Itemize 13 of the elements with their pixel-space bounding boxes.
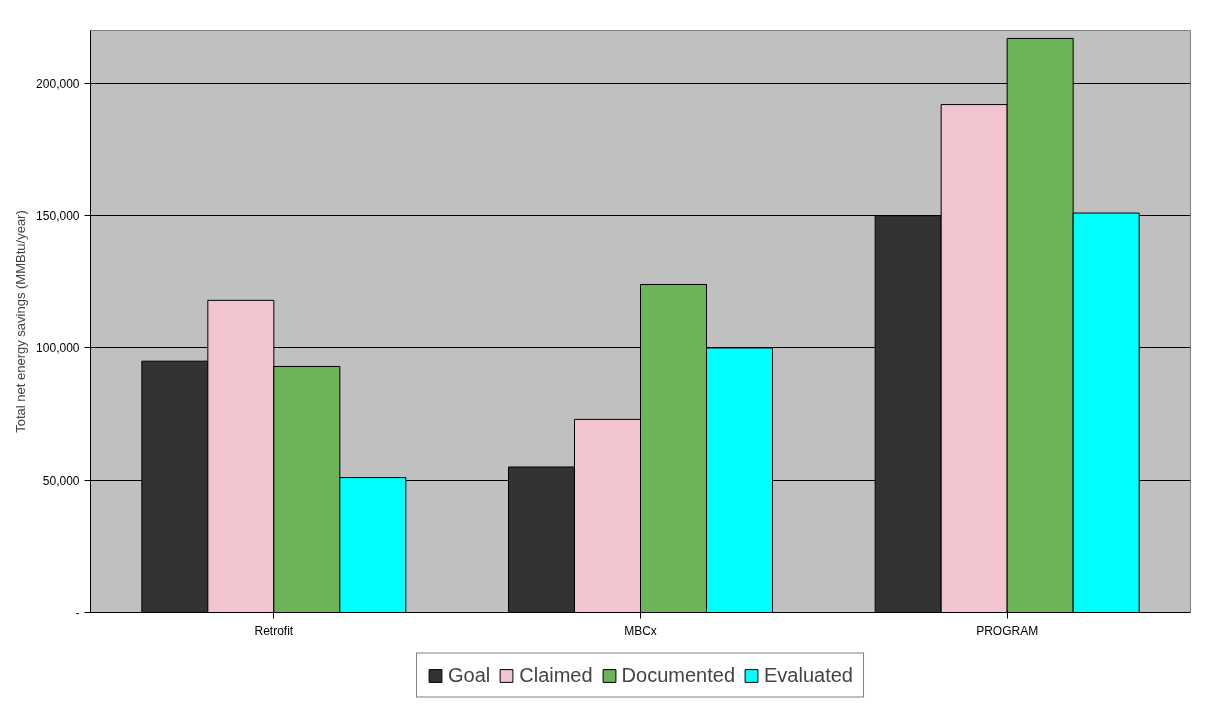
y-tick-label: -: [75, 606, 80, 620]
x-tick-label: PROGRAM: [976, 623, 1039, 638]
x-tick-label: Retrofit: [254, 623, 294, 638]
y-tick-label: 150,000: [36, 209, 80, 224]
y-tick-label: 200,000: [36, 76, 80, 91]
y-tick-label: 50,000: [42, 473, 80, 488]
legend-label: Documented: [621, 663, 736, 687]
legend-label: Goal: [448, 663, 491, 687]
y-axis-title: Total net energy savings (MMBtu/year): [13, 210, 29, 433]
y-tick-label: 100,000: [36, 341, 80, 356]
legend-label: Claimed: [519, 663, 593, 687]
legend-label: Evaluated: [764, 663, 853, 687]
x-tick-label: MBCx: [624, 623, 657, 638]
